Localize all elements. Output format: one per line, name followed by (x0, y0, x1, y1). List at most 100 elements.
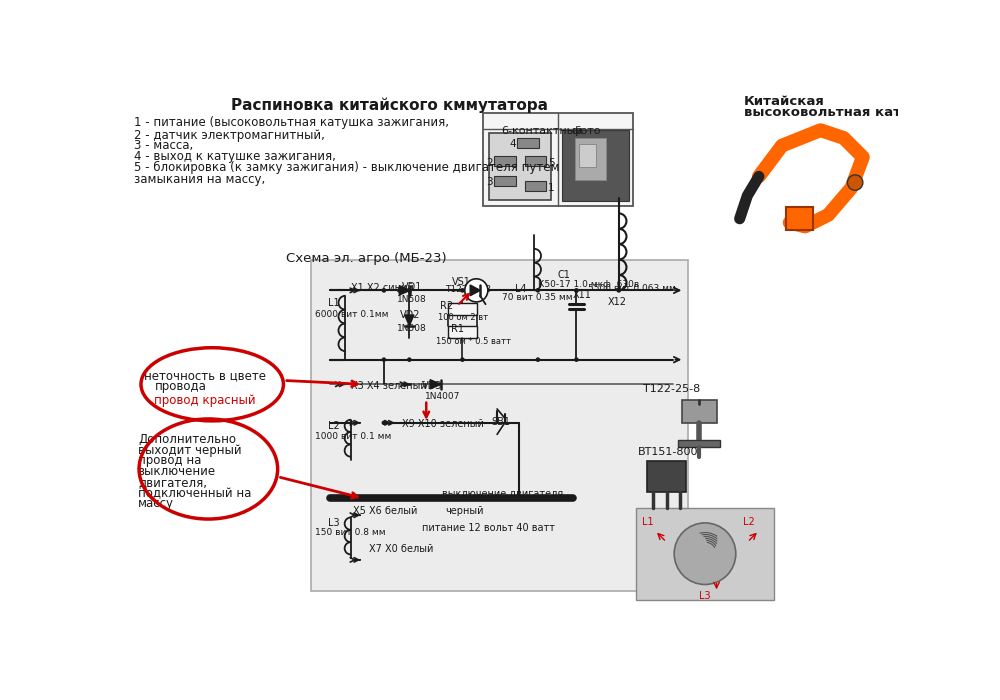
Text: X9 X10 зеленый: X9 X10 зеленый (402, 419, 483, 429)
Text: черный: черный (446, 506, 484, 516)
Bar (678, 440, 720, 447)
Bar (682, 400, 717, 423)
Bar (489, 133, 551, 200)
Text: T122-25-8: T122-25-8 (445, 285, 491, 294)
Text: 150 ом * 0.5 ватт: 150 ом * 0.5 ватт (436, 337, 511, 346)
Text: VD3: VD3 (422, 382, 443, 391)
Text: Китайская: Китайская (744, 94, 824, 108)
Text: замыкания на массу,: замыкания на массу, (134, 173, 265, 186)
Text: 3: 3 (486, 177, 492, 187)
Text: 1N4007: 1N4007 (425, 392, 460, 401)
Circle shape (536, 288, 540, 293)
Text: 5 - блокировка (к замку зажигания) - выключение двигателя путем: 5 - блокировка (к замку зажигания) - вык… (134, 161, 559, 174)
Text: X5 X6 белый: X5 X6 белый (353, 506, 417, 516)
Text: высоковольтная катушка: высоковольтная катушка (744, 106, 942, 118)
Circle shape (474, 288, 479, 293)
Text: T122-25-8: T122-25-8 (643, 384, 701, 394)
Circle shape (574, 288, 579, 293)
Circle shape (574, 357, 579, 362)
Text: L2: L2 (328, 421, 340, 431)
Text: Дополнительно: Дополнительно (138, 433, 236, 446)
Circle shape (407, 357, 412, 362)
Text: 150 вит 0.8 мм: 150 вит 0.8 мм (315, 528, 385, 538)
Text: L1: L1 (642, 517, 653, 526)
Text: 6000 вит 0.1мм: 6000 вит 0.1мм (315, 309, 388, 318)
Bar (562, 130, 629, 201)
Bar (647, 461, 686, 492)
Bar (517, 138, 539, 148)
Bar (636, 508, 774, 600)
Circle shape (460, 288, 465, 293)
Text: SB1: SB1 (492, 416, 511, 426)
Text: 5: 5 (548, 158, 555, 168)
Circle shape (382, 357, 386, 362)
Circle shape (674, 523, 736, 584)
Bar (575, 138, 606, 180)
Text: провода: провода (154, 381, 206, 393)
Text: 1N508: 1N508 (397, 295, 427, 304)
Circle shape (407, 288, 412, 293)
Polygon shape (430, 379, 441, 389)
Text: 100 ом 2 вт: 100 ом 2 вт (438, 314, 488, 323)
Circle shape (847, 175, 863, 190)
Text: X12: X12 (607, 297, 626, 307)
Text: X3 X4 зеленый: X3 X4 зеленый (351, 382, 427, 391)
Text: L4: L4 (515, 284, 526, 294)
Text: 4 - выход к катушке зажигания,: 4 - выход к катушке зажигания, (134, 150, 336, 163)
Circle shape (465, 279, 488, 302)
Text: выходит черный: выходит черный (138, 444, 242, 456)
Text: VS1: VS1 (452, 277, 471, 287)
Text: L2: L2 (743, 517, 755, 526)
Text: ВТ151-800: ВТ151-800 (638, 447, 699, 457)
Circle shape (460, 357, 465, 362)
Text: 1 - питание (высоковольтная катушка зажигания,: 1 - питание (высоковольтная катушка зажи… (134, 116, 449, 130)
Bar (494, 176, 516, 186)
Text: R1: R1 (451, 324, 464, 334)
Text: 6-контактный: 6-контактный (502, 125, 583, 136)
Text: провод красный: провод красный (154, 393, 256, 407)
Text: 4: 4 (510, 139, 516, 149)
Text: неточность в цвете: неточность в цвете (144, 369, 266, 382)
Bar (525, 156, 546, 167)
Polygon shape (470, 285, 480, 295)
Text: провод на: провод на (138, 454, 202, 468)
Text: К50-17 1.0 мкф  630в: К50-17 1.0 мкф 630в (538, 279, 639, 288)
Text: VD2: VD2 (400, 309, 421, 320)
Text: питание 12 вольт 40 ватт: питание 12 вольт 40 ватт (422, 523, 555, 533)
Bar (311, 260, 688, 591)
Text: L1: L1 (328, 298, 340, 308)
Circle shape (397, 288, 402, 293)
Text: X11: X11 (573, 290, 591, 300)
Text: двигателя,: двигателя, (138, 476, 207, 489)
Text: L3: L3 (328, 517, 340, 528)
Bar (448, 302, 477, 315)
Text: выключение двигателя: выключение двигателя (442, 489, 563, 499)
Text: фото: фото (572, 125, 601, 136)
Text: 1N508: 1N508 (397, 324, 427, 333)
Text: 2: 2 (486, 158, 492, 168)
Text: выключение: выключение (138, 466, 216, 478)
Text: X1 X2 синий: X1 X2 синий (351, 283, 414, 293)
Circle shape (382, 421, 386, 425)
Text: 5500 вит 0.063 мм: 5500 вит 0.063 мм (588, 284, 676, 293)
Text: 1: 1 (548, 183, 555, 193)
Text: 3 - масса,: 3 - масса, (134, 139, 193, 153)
Bar (483, 113, 633, 206)
Bar (525, 181, 546, 191)
Text: VD1: VD1 (402, 282, 422, 292)
Bar (579, 144, 596, 167)
Text: L3: L3 (699, 591, 710, 601)
Text: 1000 вит 0.1 мм: 1000 вит 0.1 мм (315, 432, 391, 441)
Text: массу: массу (138, 498, 174, 510)
Bar (494, 156, 516, 167)
Text: X7 X0 белый: X7 X0 белый (369, 545, 433, 554)
Bar (448, 326, 477, 338)
Circle shape (382, 288, 386, 293)
Text: R2: R2 (440, 301, 453, 311)
Text: 2 - датчик электромагнитный,: 2 - датчик электромагнитный, (134, 129, 325, 141)
Circle shape (616, 288, 621, 293)
Text: Распиновка китайского кммутатора: Распиновка китайского кммутатора (231, 98, 548, 113)
Text: 70 вит 0.35 мм: 70 вит 0.35 мм (502, 293, 572, 302)
Text: подключенный на: подключенный на (138, 486, 252, 500)
Bar (786, 207, 813, 230)
